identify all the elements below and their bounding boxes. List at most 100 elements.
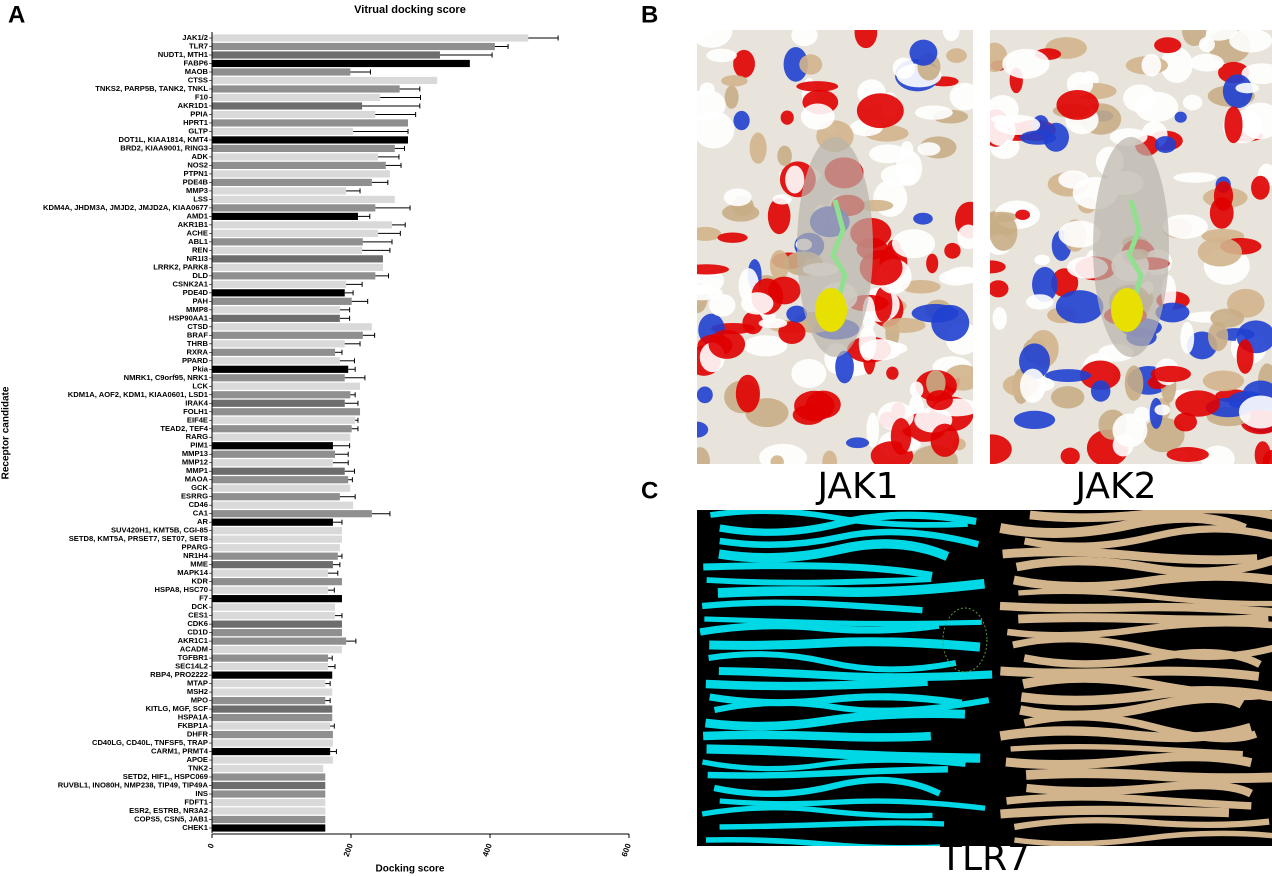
bar [212,535,342,543]
y-tick-label: DCK [192,602,209,611]
surface-patch [1051,386,1085,409]
y-tick-label: NMRK1, C9orf95, NRK1 [124,373,209,382]
surface-patch [1058,220,1101,248]
ribbon [1000,666,1260,681]
ribbon [1018,613,1269,625]
ribbon [706,576,932,586]
y-tick-label: NOS2 [187,160,208,169]
surface-image-jak1 [697,30,973,464]
y-tick-label: SETD8, KMT5A, PRSET7, SET07, SET8 [69,534,208,543]
ribbon [1000,805,1230,819]
bar [212,238,363,246]
bar [212,824,326,832]
surface-patch [786,305,808,323]
surface-image-jak2 [990,30,1272,464]
y-tick-label: NR1I3 [186,254,208,263]
surface-patch [800,103,835,130]
surface-patch [942,30,960,42]
y-tick-label: DLD [192,271,208,280]
y-tick-label: TGFBR1 [178,653,209,662]
surface-patch [1019,368,1046,403]
bar [212,688,333,696]
bar [212,484,351,492]
bar [212,510,372,518]
bar [212,204,376,212]
ribbon [719,798,986,811]
bar [212,382,361,390]
surface-patch [866,412,880,448]
y-tick-label: MMP13 [182,449,208,458]
bar [212,433,351,441]
y-tick-label: COPS5, CSN5, JAB1 [134,815,209,824]
y-tick-label: HSPA1A [178,713,209,722]
y-tick-label: THRB [187,339,209,348]
surface-patch [874,286,893,323]
y-tick-label: CHEK1 [182,823,209,832]
y-tick-label: GLTP [188,126,208,135]
surface-patch [721,75,748,87]
panel-letter: A [8,1,25,28]
surface-patch [1032,266,1058,303]
x-tick-label: 400 [481,842,494,858]
ribbon [719,511,977,536]
bar [212,110,376,119]
panel-letter: C [641,477,658,504]
bar [212,340,345,348]
ribbon [1010,744,1243,757]
ribbon [705,677,928,691]
surface-patch [708,329,746,359]
y-tick-label: PAH [193,296,208,305]
ribbon [1006,619,1272,639]
ribbon [1002,547,1258,565]
surface-patch [769,249,790,281]
bar [212,76,438,85]
y-tick-label: ACADM [180,645,208,654]
surface-patch [1236,339,1254,374]
surface-patch [717,232,748,243]
ribbon [702,730,932,742]
y-tick-label: DHFR [187,730,209,739]
bar [212,764,324,773]
bar [212,815,326,824]
y-tick-label: AKR1D1 [178,101,209,110]
y-tick-label: RBP4, PRO2222 [150,670,208,679]
bar [212,612,336,620]
surface-patch [946,48,967,63]
y-tick-label: ACHE [186,228,208,237]
bar [212,629,342,637]
y-tick-label: KDR [192,577,209,586]
y-tick-label: RUVBL1, INO80H, NMP238, TIP49, TIP49A [58,781,209,790]
surface-patch [706,48,737,63]
surface-patch [749,132,767,164]
bar [212,93,381,102]
y-tick-label: CD40LG, CD40L, TNFSF5, TRAP [92,738,208,747]
bar [212,365,349,373]
bar [212,153,379,161]
surface-patch [882,317,926,333]
surface-patch [697,89,726,121]
surface-patch [791,359,827,389]
y-tick-label: REN [192,245,208,254]
y-tick-label: ABL1 [188,237,209,246]
y-tick-label: AKR1B1 [178,220,209,229]
bar [212,272,376,280]
surface-patch [1155,302,1190,323]
surface-patch [791,30,818,47]
bar [212,408,361,416]
surface-patch [992,306,1007,330]
surface-patch [1154,136,1177,153]
y-tick-label: LRRK2, PARK8 [153,262,208,271]
bar [212,161,386,170]
surface-patch [926,370,946,396]
surface-patch [994,114,1041,135]
surface-patch [990,213,1018,251]
surface-patch [733,110,750,131]
surface-patch [785,165,805,194]
ribbon [999,723,1253,743]
bar [212,756,333,764]
bar [212,144,395,153]
surface-patch [914,105,953,120]
surface-patch [794,390,835,422]
surface-patch [1197,237,1242,267]
bar [212,425,352,433]
